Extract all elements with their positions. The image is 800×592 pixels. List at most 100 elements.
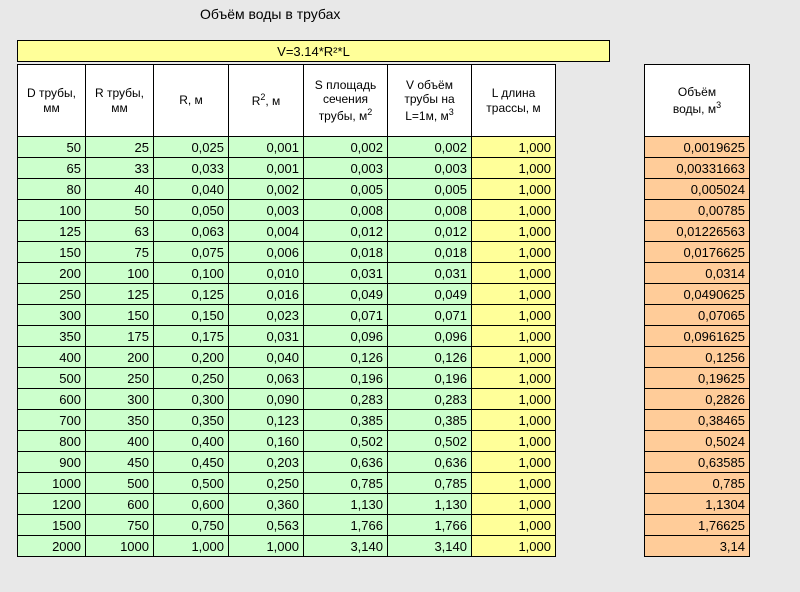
table-row: 0,5024 [645, 431, 750, 452]
table-row: 3001500,1500,0230,0710,0711,000 [18, 305, 556, 326]
cell: 0,563 [229, 515, 304, 536]
table-row: 15007500,7500,5631,7661,7661,000 [18, 515, 556, 536]
cell: 0,126 [304, 347, 388, 368]
side-body: 0,00196250,003316630,0050240,007850,0122… [645, 137, 750, 557]
cell: 63 [86, 221, 154, 242]
cell: 900 [18, 452, 86, 473]
cell: 3,140 [304, 536, 388, 557]
cell: 0,00785 [645, 200, 750, 221]
cell: 1,000 [472, 368, 556, 389]
cell: 0,096 [304, 326, 388, 347]
cell: 1,76625 [645, 515, 750, 536]
cell: 1,000 [472, 515, 556, 536]
cell: 0,196 [388, 368, 472, 389]
cell: 0,023 [229, 305, 304, 326]
table-row: 0,38465 [645, 410, 750, 431]
cell: 0,00331663 [645, 158, 750, 179]
table-row: 1,76625 [645, 515, 750, 536]
cell: 250 [18, 284, 86, 305]
cell: 1,000 [472, 200, 556, 221]
side-header: Объёмводы, м3 [645, 65, 750, 137]
cell: 1,1304 [645, 494, 750, 515]
cell: 750 [86, 515, 154, 536]
main-col-header: R трубы,мм [86, 65, 154, 137]
cell: 1,000 [472, 431, 556, 452]
cell: 250 [86, 368, 154, 389]
cell: 600 [18, 389, 86, 410]
table-row: 3,14 [645, 536, 750, 557]
table-row: 200010001,0001,0003,1403,1401,000 [18, 536, 556, 557]
cell: 0,003 [304, 158, 388, 179]
cell: 125 [86, 284, 154, 305]
cell: 1,130 [304, 494, 388, 515]
cell: 0,071 [304, 305, 388, 326]
table-row: 0,07065 [645, 305, 750, 326]
cell: 1,000 [472, 263, 556, 284]
cell: 450 [86, 452, 154, 473]
cell: 200 [18, 263, 86, 284]
cell: 500 [86, 473, 154, 494]
table-row: 0,01226563 [645, 221, 750, 242]
cell: 0,250 [229, 473, 304, 494]
table-row: 0,785 [645, 473, 750, 494]
cell: 1,000 [472, 452, 556, 473]
cell: 0,018 [304, 242, 388, 263]
cell: 0,500 [154, 473, 229, 494]
main-table: D трубы,ммR трубы,ммR, мR2, мS площадьсе… [17, 64, 556, 557]
cell: 0,283 [388, 389, 472, 410]
cell: 0,150 [154, 305, 229, 326]
cell: 0,031 [388, 263, 472, 284]
table-row: 0,2826 [645, 389, 750, 410]
cell: 0,196 [304, 368, 388, 389]
cell: 400 [18, 347, 86, 368]
cell: 0,385 [388, 410, 472, 431]
cell: 100 [86, 263, 154, 284]
main-col-header: L длинатрассы, м [472, 65, 556, 137]
cell: 150 [86, 305, 154, 326]
cell: 0,0176625 [645, 242, 750, 263]
cell: 1,000 [472, 326, 556, 347]
cell: 0,001 [229, 158, 304, 179]
main-header-row: D трубы,ммR трубы,ммR, мR2, мS площадьсе… [18, 65, 556, 137]
table-row: 0,63585 [645, 452, 750, 473]
cell: 0,300 [154, 389, 229, 410]
cell: 0,0490625 [645, 284, 750, 305]
table-row: 100500,0500,0030,0080,0081,000 [18, 200, 556, 221]
cell: 400 [86, 431, 154, 452]
table-row: 12006000,6000,3601,1301,1301,000 [18, 494, 556, 515]
cell: 0,031 [229, 326, 304, 347]
cell: 0,001 [229, 137, 304, 158]
cell: 0,075 [154, 242, 229, 263]
cell: 0,502 [304, 431, 388, 452]
cell: 0,1256 [645, 347, 750, 368]
cell: 1,000 [472, 389, 556, 410]
table-row: 3501750,1750,0310,0960,0961,000 [18, 326, 556, 347]
main-col-header: V объёмтрубы наL=1м, м3 [388, 65, 472, 137]
cell: 0,0019625 [645, 137, 750, 158]
cell: 300 [18, 305, 86, 326]
table-row: 2501250,1250,0160,0490,0491,000 [18, 284, 556, 305]
cell: 80 [18, 179, 86, 200]
cell: 65 [18, 158, 86, 179]
cell: 1,000 [472, 305, 556, 326]
cell: 0,003 [388, 158, 472, 179]
cell: 3,14 [645, 536, 750, 557]
cell: 1,000 [472, 158, 556, 179]
cell: 0,002 [388, 137, 472, 158]
cell: 600 [86, 494, 154, 515]
cell: 800 [18, 431, 86, 452]
table-row: 9004500,4500,2030,6360,6361,000 [18, 452, 556, 473]
cell: 125 [18, 221, 86, 242]
cell: 0,200 [154, 347, 229, 368]
cell: 0,049 [388, 284, 472, 305]
cell: 0,010 [229, 263, 304, 284]
table-row: 0,00331663 [645, 158, 750, 179]
cell: 0,004 [229, 221, 304, 242]
cell: 0,002 [229, 179, 304, 200]
cell: 0,01226563 [645, 221, 750, 242]
cell: 0,63585 [645, 452, 750, 473]
formula-cell: V=3.14*R²*L [17, 40, 610, 62]
cell: 0,063 [229, 368, 304, 389]
cell: 150 [18, 242, 86, 263]
cell: 50 [86, 200, 154, 221]
